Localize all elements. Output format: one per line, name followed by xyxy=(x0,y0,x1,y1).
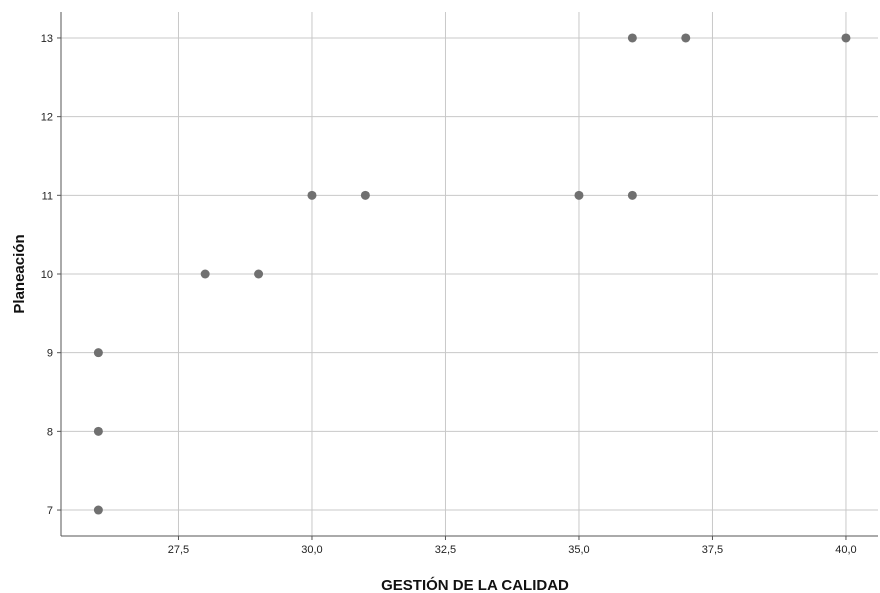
x-tick-label: 40,0 xyxy=(835,544,856,556)
x-tick-label: 37,5 xyxy=(702,544,723,556)
grid-lines xyxy=(61,12,878,536)
data-point xyxy=(574,190,584,200)
y-tick-label: 11 xyxy=(42,190,53,202)
x-tick-label: 30,0 xyxy=(301,544,322,556)
tick-labels: 27,5 30,0 32,5 35,0 37,5 40,0 7 8 9 10 11 12 13 xyxy=(41,33,857,556)
y-tick-label: 10 xyxy=(41,269,53,281)
axes xyxy=(57,12,878,540)
data-point xyxy=(627,33,637,43)
x-tick-label: 27,5 xyxy=(168,544,189,556)
y-tick-label: 12 xyxy=(41,112,53,124)
y-tick-label: 13 xyxy=(41,33,53,45)
data-point xyxy=(93,348,103,358)
data-point xyxy=(307,190,317,200)
data-points xyxy=(93,33,851,515)
data-point xyxy=(93,505,103,515)
y-tick-label: 7 xyxy=(47,505,53,517)
data-point xyxy=(360,190,370,200)
data-point xyxy=(254,269,264,279)
x-tick-label: 32,5 xyxy=(435,544,456,556)
data-point xyxy=(93,426,103,436)
data-point xyxy=(627,190,637,200)
x-axis-title: GESTIÓN DE LA CALIDAD xyxy=(381,576,569,593)
data-point xyxy=(681,33,691,43)
data-point xyxy=(200,269,210,279)
data-point xyxy=(841,33,851,43)
y-tick-label: 9 xyxy=(47,348,53,360)
y-tick-label: 8 xyxy=(47,426,53,438)
x-tick-label: 35,0 xyxy=(568,544,589,556)
y-axis-title: Planeación xyxy=(11,234,28,313)
